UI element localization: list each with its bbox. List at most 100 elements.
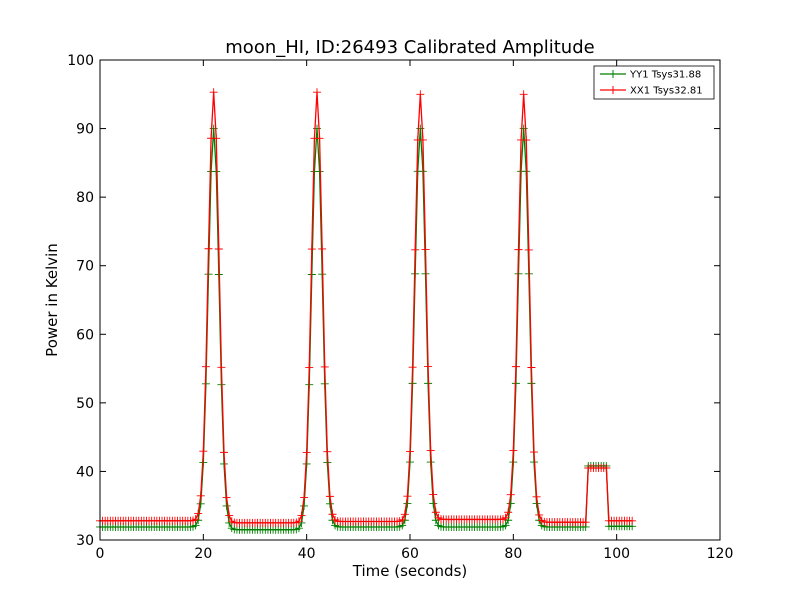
data-point: [504, 508, 513, 517]
y-tick-label: 50: [76, 396, 94, 412]
data-point: [199, 447, 208, 456]
data-point: [315, 167, 324, 176]
data-point: [527, 363, 536, 372]
x-tick-label: 0: [96, 546, 105, 562]
y-tick-label: 100: [67, 53, 94, 69]
data-point: [225, 511, 234, 520]
data-point: [514, 245, 523, 254]
axis-ticks: 0 20 40 60 80 100 120 30 40 50 60 70 80 90 100: [67, 53, 733, 562]
data-point: [431, 508, 440, 517]
data-point: [201, 362, 210, 371]
data-point: [418, 135, 427, 144]
data-point: [398, 515, 407, 524]
legend-label-yy1: YY1 Tsys31.88: [629, 70, 701, 81]
data-point: [628, 516, 637, 525]
y-tick-label: 70: [76, 259, 94, 275]
data-point: [196, 491, 205, 500]
data-point: [217, 363, 226, 372]
data-point: [214, 244, 223, 253]
data-point: [408, 363, 417, 372]
x-tick-label: 80: [504, 546, 522, 562]
data-point: [307, 245, 316, 254]
x-tick-label: 60: [401, 546, 419, 562]
data-point: [191, 515, 200, 524]
data-point: [194, 509, 203, 518]
data-point: [300, 493, 309, 502]
y-tick-label: 40: [76, 464, 94, 480]
data-point: [532, 492, 541, 501]
data-point: [421, 245, 430, 254]
data-point: [403, 492, 412, 501]
legend-label-xx1: XX1 Tsys32.81: [630, 86, 703, 97]
plot-area: [96, 88, 637, 534]
data-point: [220, 448, 228, 457]
data-point: [400, 510, 409, 519]
data-point: [424, 362, 433, 371]
data-point: [416, 90, 425, 99]
data-point: [297, 511, 306, 520]
data-point: [212, 134, 221, 143]
series-xx1: [96, 88, 637, 527]
y-tick-label: 80: [76, 190, 94, 206]
data-point: [602, 464, 611, 472]
data-point: [524, 245, 533, 254]
data-point: [522, 136, 531, 145]
chart-title: moon_HI, ID:26493 Calibrated Amplitude: [225, 37, 594, 58]
y-tick-label: 90: [76, 122, 94, 138]
x-tick-label: 120: [707, 546, 734, 562]
y-tick-label: 60: [76, 327, 94, 343]
legend-marker-yy1: [609, 70, 617, 78]
legend: YY1 Tsys31.88 XX1 Tsys32.81: [593, 65, 715, 100]
data-point: [320, 362, 329, 371]
data-point: [313, 88, 321, 97]
data-point: [294, 524, 303, 533]
x-axis-label: Time (seconds): [352, 562, 468, 580]
data-point: [411, 245, 420, 254]
x-tick-label: 20: [194, 546, 212, 562]
data-point: [522, 167, 531, 176]
y-axis-label: Power in Kelvin: [43, 243, 61, 357]
x-tick-label: 40: [298, 546, 316, 562]
data-point: [429, 490, 438, 499]
data-point: [325, 492, 334, 501]
data-point: [403, 499, 412, 508]
data-point: [212, 167, 221, 176]
data-point: [509, 446, 518, 455]
data-point: [209, 88, 218, 97]
data-point: [315, 134, 324, 143]
data-point: [302, 448, 311, 457]
plot-frame: [99, 59, 721, 541]
data-point: [323, 447, 332, 456]
data-point: [300, 501, 309, 510]
data-point: [196, 499, 205, 508]
data-point: [519, 90, 528, 99]
data-point: [530, 448, 538, 457]
data-point: [501, 513, 510, 522]
data-point: [426, 446, 435, 455]
data-point: [418, 167, 427, 176]
data-point: [581, 518, 590, 527]
legend-marker-xx1: [609, 86, 617, 94]
data-point: [501, 521, 510, 530]
y-tick-label: 30: [76, 533, 94, 549]
legend-box: [593, 65, 715, 100]
data-point: [328, 510, 337, 519]
data-point: [416, 124, 425, 133]
data-point: [222, 501, 231, 510]
data-point: [506, 490, 515, 499]
x-tick-label: 100: [603, 546, 630, 562]
data-point: [305, 363, 314, 372]
data-point: [429, 499, 438, 508]
data-point: [511, 362, 520, 371]
data-point: [325, 499, 334, 508]
data-point: [406, 447, 414, 456]
data-point: [318, 244, 327, 253]
data-point: [519, 124, 528, 133]
data-point: [222, 493, 231, 502]
data-point: [506, 499, 515, 508]
data-point: [204, 244, 213, 253]
data-point: [535, 510, 544, 519]
data-point: [294, 517, 303, 526]
